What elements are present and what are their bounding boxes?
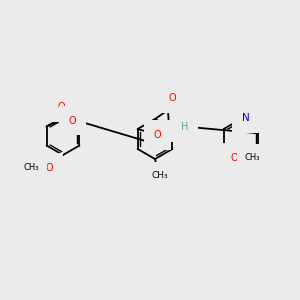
Text: H: H [181,122,188,132]
Text: O: O [154,130,161,140]
Text: O: O [45,163,53,173]
Text: O: O [58,103,65,112]
Text: N: N [242,113,250,123]
Text: CH₃: CH₃ [245,152,260,161]
Text: CH₃: CH₃ [23,164,39,172]
Text: O: O [69,116,76,125]
Text: CH₃: CH₃ [152,172,168,181]
Text: O: O [168,93,176,103]
Text: O: O [231,153,238,163]
